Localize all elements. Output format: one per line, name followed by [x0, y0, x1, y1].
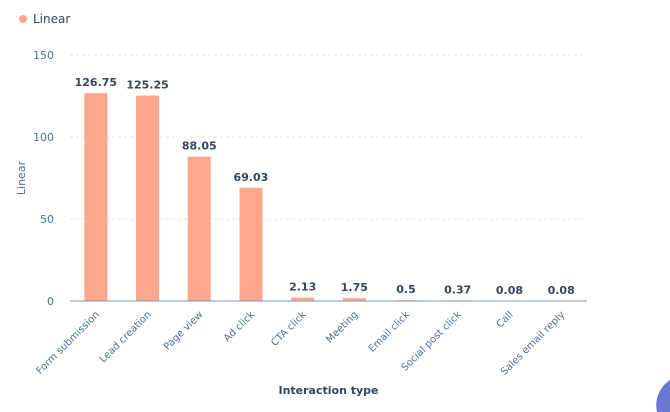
x-tick-label: Ad click — [222, 309, 257, 344]
bar — [342, 298, 366, 301]
legend-swatch — [19, 15, 27, 23]
x-tick-label: CTA click — [269, 309, 309, 349]
x-tick-label: Meeting — [324, 309, 360, 345]
x-tick-label: Email click — [367, 309, 413, 355]
x-tick-label: Page view — [162, 309, 205, 352]
y-tick-label: 0 — [47, 295, 54, 308]
data-label: 126.75 — [75, 76, 117, 89]
x-tick-label: Form submission — [34, 309, 101, 376]
x-tick-label: Call — [495, 309, 516, 330]
data-label: 0.37 — [444, 283, 471, 296]
data-label: 69.03 — [234, 171, 269, 184]
data-label: 0.08 — [496, 284, 523, 297]
data-label: 88.05 — [182, 140, 217, 153]
legend[interactable]: Linear — [19, 12, 70, 26]
data-label: 2.13 — [289, 281, 316, 294]
bar — [84, 93, 108, 301]
data-label: 0.5 — [396, 283, 416, 296]
y-tick-label: 100 — [33, 131, 54, 144]
x-tick-label: Lead creation — [98, 309, 154, 365]
y-tick-label: 50 — [40, 213, 54, 226]
bar — [136, 95, 160, 301]
y-tick-label: 150 — [33, 49, 54, 62]
legend-label: Linear — [33, 12, 71, 26]
data-label: 1.75 — [341, 281, 368, 294]
chat-launcher-button[interactable] — [656, 380, 670, 412]
data-label: 0.08 — [548, 284, 575, 297]
data-label: 125.25 — [126, 79, 168, 92]
bar — [187, 156, 211, 301]
x-axis-title: Interaction type — [278, 384, 378, 397]
y-axis-title: Linear — [15, 160, 28, 195]
bar — [291, 297, 315, 301]
bar — [239, 187, 263, 301]
